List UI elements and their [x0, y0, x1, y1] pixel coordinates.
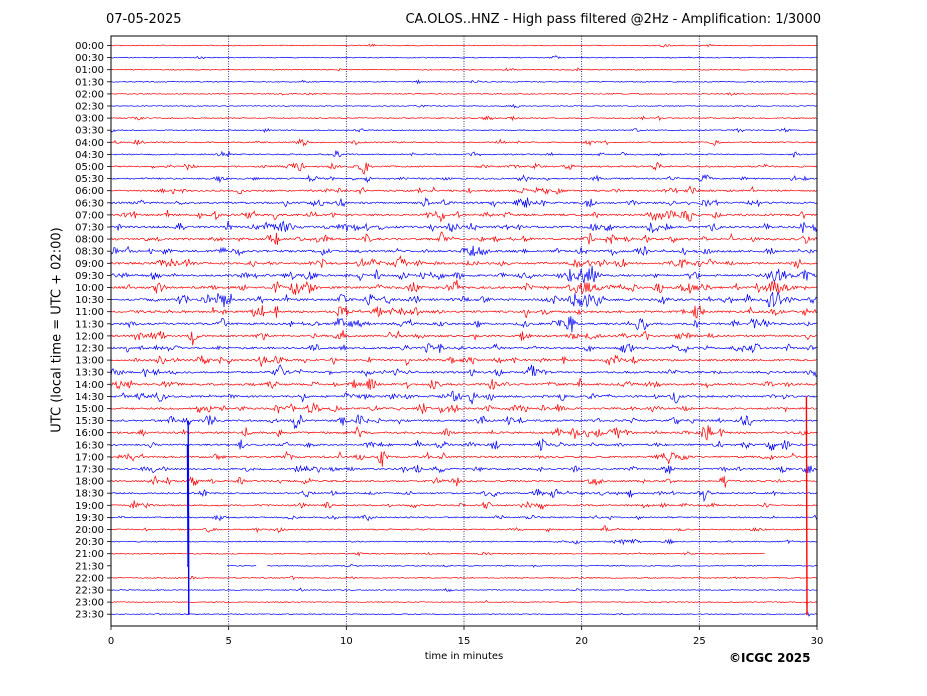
y-tick-label: 10:00 [75, 283, 104, 294]
y-tick-label: 13:00 [75, 356, 104, 367]
y-tick-label: 09:00 [75, 259, 104, 270]
y-tick-label: 18:00 [75, 477, 104, 488]
y-tick-label: 03:00 [75, 114, 104, 125]
x-tick-label: 5 [225, 636, 231, 647]
x-tick-label: 25 [693, 636, 706, 647]
y-tick-label: 23:30 [75, 610, 104, 621]
y-tick-label: 20:00 [75, 525, 104, 536]
spike-1 [186, 444, 189, 567]
y-tick-label: 18:30 [75, 489, 104, 500]
y-tick-label: 06:30 [75, 198, 104, 209]
trace-row-1330 [110, 364, 818, 378]
date-label: 07-05-2025 [106, 12, 182, 27]
x-tick-label: 10 [340, 636, 353, 647]
x-tick-label: 15 [458, 636, 471, 647]
trace-row-2300 [110, 599, 818, 605]
trace-row-0100 [110, 67, 818, 72]
trace-rows [110, 43, 818, 617]
trace-row-1230 [110, 343, 818, 354]
y-tick-label: 08:00 [75, 235, 104, 246]
trace-row-2230 [110, 587, 818, 593]
y-tick-label: 10:30 [75, 295, 104, 306]
y-tick-label: 00:00 [75, 41, 104, 52]
x-tick-label: 0 [108, 636, 114, 647]
trace-row-2200 [111, 575, 818, 581]
y-tick-label: 05:00 [75, 162, 104, 173]
y-axis-title: UTC (local time = UTC + 02:00) [49, 227, 65, 433]
trace-row-1600 [110, 425, 818, 441]
y-tick-label: 05:30 [75, 174, 104, 185]
trace-row-0330 [110, 127, 818, 134]
trace-row-1930 [110, 514, 818, 522]
trace-row-0700 [110, 209, 818, 223]
y-tick-label: 13:30 [75, 368, 104, 379]
x-axis-ticks: 0 5 10 15 20 25 30 [108, 626, 824, 647]
y-tick-label: 15:00 [75, 404, 104, 415]
y-tick-label: 17:30 [75, 465, 104, 476]
y-tick-label: 01:30 [75, 77, 104, 88]
y-tick-label: 23:00 [75, 598, 104, 609]
trace-row-0400 [110, 138, 818, 147]
y-tick-label: 08:30 [75, 247, 104, 258]
y-tick-label: 22:30 [75, 586, 104, 597]
y-tick-label: 04:00 [75, 138, 104, 149]
trace-row-1130 [110, 316, 818, 333]
y-tick-label: 14:00 [75, 380, 104, 391]
y-tick-label: 01:00 [75, 65, 104, 76]
trace-row-2130 [226, 564, 817, 568]
y-tick-label: 16:30 [75, 440, 104, 451]
x-tick-label: 30 [811, 636, 824, 647]
y-tick-label: 21:30 [75, 561, 104, 572]
trace-row-0730 [110, 220, 818, 234]
x-axis-title: time in minutes [424, 651, 504, 662]
y-tick-label: 12:30 [75, 344, 104, 355]
trace-row-0030 [110, 55, 818, 60]
y-tick-label: 07:30 [75, 223, 104, 234]
y-tick-label: 19:30 [75, 513, 104, 524]
y-tick-label: 15:30 [75, 416, 104, 427]
spike-0 [187, 420, 190, 615]
y-tick-label: 14:30 [75, 392, 104, 403]
copyright-label: ©ICGC 2025 [729, 651, 811, 665]
y-tick-label: 19:00 [75, 501, 104, 512]
y-tick-label: 06:00 [75, 186, 104, 197]
trace-row-1530 [110, 413, 818, 429]
trace-row-1300 [110, 354, 818, 367]
y-tick-label: 11:30 [75, 319, 104, 330]
trace-row-1200 [110, 330, 818, 346]
y-tick-label: 02:30 [75, 102, 104, 113]
y-tick-label: 17:00 [75, 452, 104, 463]
y-tick-label: 07:00 [75, 210, 104, 221]
trace-row-0830 [110, 245, 818, 257]
y-tick-label: 21:00 [75, 549, 104, 560]
spike-2 [805, 396, 808, 615]
trace-row-1430 [110, 390, 818, 405]
trace-row-2100 [110, 551, 765, 557]
vertical-gridlines [228, 36, 700, 626]
x-tick-label: 20 [575, 636, 588, 647]
y-tick-label: 00:30 [75, 53, 104, 64]
y-tick-label: 20:30 [75, 537, 104, 548]
y-tick-label: 16:00 [75, 428, 104, 439]
y-tick-label: 04:30 [75, 150, 104, 161]
chart-title: CA.OLOS..HNZ - High pass filtered @2Hz -… [405, 12, 821, 27]
trace-row-0300 [110, 115, 818, 122]
trace-row-0600 [110, 185, 818, 195]
spikes [186, 396, 808, 615]
y-tick-label: 09:30 [75, 271, 104, 282]
y-tick-label: 22:00 [75, 573, 104, 584]
trace-row-1830 [110, 488, 818, 503]
y-tick-label: 12:00 [75, 331, 104, 342]
y-tick-label: 11:00 [75, 307, 104, 318]
y-tick-label: 03:30 [75, 126, 104, 137]
y-tick-label: 02:00 [75, 89, 104, 100]
